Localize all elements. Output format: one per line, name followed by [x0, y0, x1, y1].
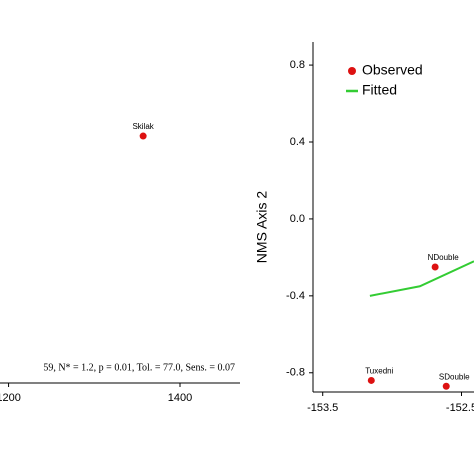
y-tick-label: -0.8	[286, 367, 305, 379]
legend-label: Observed	[362, 62, 423, 78]
x-tick-label: -153.5	[307, 402, 338, 414]
y-tick-label: 0.4	[290, 136, 305, 148]
x-tick-label: 1200	[0, 392, 21, 404]
point	[367, 376, 375, 384]
y-axis-label: NMS Axis 2	[254, 191, 270, 264]
legend-label: Fitted	[362, 82, 397, 98]
legend-marker	[348, 67, 356, 75]
x-tick-label: -152.5	[446, 402, 474, 414]
point-label: Tuxedni	[365, 367, 393, 376]
point	[442, 382, 450, 390]
x-tick-label: 1400	[168, 392, 192, 404]
fitted-line	[369, 260, 474, 297]
y-tick-label: -0.4	[286, 290, 305, 302]
y-tick-label: 0.8	[290, 59, 305, 71]
point-label: Skilak	[132, 122, 154, 131]
y-tick-label: 0.0	[290, 213, 305, 225]
point	[139, 132, 147, 140]
annotation: 59, N* = 1.2, p = 0.01, Tol. = 77.0, Sen…	[43, 362, 235, 373]
point	[431, 263, 439, 271]
point-label: SDouble	[439, 372, 470, 381]
point-label: NDouble	[428, 253, 460, 262]
